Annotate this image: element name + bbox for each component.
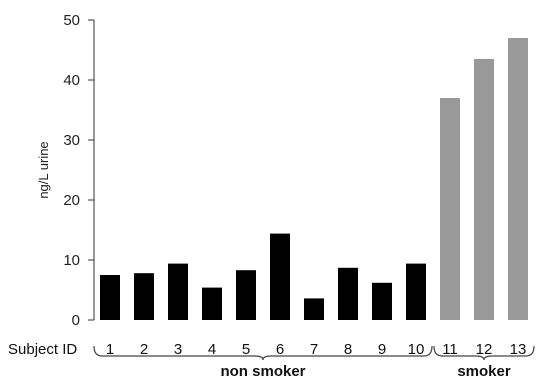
- group-brackets: non smoker smoker: [93, 345, 535, 378]
- bar-subject-3: [168, 263, 188, 320]
- category-label-3: 3: [174, 341, 182, 358]
- y-tick-label: 30: [63, 132, 80, 149]
- category-label-12: 12: [476, 341, 493, 358]
- bar-subject-10: [406, 263, 426, 320]
- bar-subject-11: [440, 98, 460, 320]
- y-axis-title: ng/L urine: [36, 141, 51, 198]
- category-label-8: 8: [344, 341, 352, 358]
- y-tick-label: 10: [63, 252, 80, 269]
- bar-subject-6: [270, 233, 290, 320]
- bar-subject-13: [508, 38, 528, 320]
- category-label-9: 9: [378, 341, 386, 358]
- bar-subject-9: [372, 282, 392, 320]
- category-label-5: 5: [242, 341, 250, 358]
- category-label-6: 6: [276, 341, 284, 358]
- category-label-1: 1: [106, 341, 114, 358]
- group-bracket-1: [433, 345, 535, 361]
- y-tick-label: 0: [72, 312, 80, 329]
- group-label-0: non smoker: [220, 363, 305, 378]
- category-label-13: 13: [510, 341, 527, 358]
- category-label-7: 7: [310, 341, 318, 358]
- y-tick-label: 40: [63, 72, 80, 89]
- bar-subject-7: [304, 298, 324, 320]
- category-label-11: 11: [442, 341, 458, 358]
- x-axis-title: Subject ID: [8, 341, 77, 358]
- bar-subject-2: [134, 273, 154, 320]
- y-tick-label: 50: [63, 12, 80, 29]
- y-axis: 0 10 20 30 40 50: [63, 12, 95, 329]
- category-label-2: 2: [140, 341, 148, 358]
- bar-subject-5: [236, 270, 256, 320]
- bar-subject-4: [202, 287, 222, 320]
- bars: [100, 38, 528, 320]
- bar-subject-1: [100, 275, 120, 320]
- group-label-1: smoker: [457, 363, 511, 378]
- category-label-10: 10: [408, 341, 425, 358]
- bar-subject-12: [474, 59, 494, 320]
- category-labels: 1 2 3 4 5 6 7 8 9 10 11 12 13: [106, 341, 527, 358]
- category-label-4: 4: [208, 341, 216, 358]
- bar-subject-8: [338, 267, 358, 320]
- y-tick-label: 20: [63, 192, 80, 209]
- group-bracket-0: [93, 345, 433, 361]
